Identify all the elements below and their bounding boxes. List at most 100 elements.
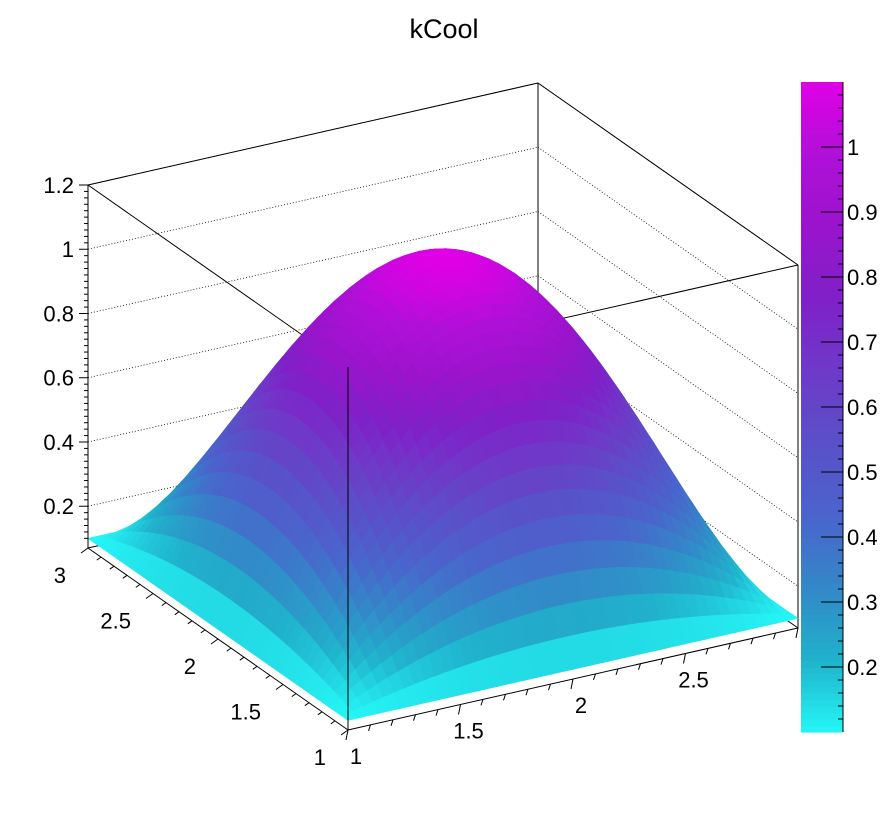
colorbar-segment [801, 160, 843, 168]
colorbar-segment [801, 225, 843, 233]
colorbar-segment [801, 303, 843, 311]
x-tick [345, 729, 349, 741]
y-tick-label: 3 [54, 563, 66, 588]
colorbar-segment [801, 95, 843, 103]
x-tick [683, 653, 686, 664]
colorbar-segment [801, 524, 843, 532]
colorbar-segment [801, 179, 843, 187]
colorbar-segment [801, 647, 843, 655]
x-tick-label: 2.5 [678, 668, 709, 693]
y-tick [226, 647, 232, 652]
colorbar-tick-label: 0.2 [847, 655, 878, 680]
x-tick-label: 1.5 [453, 719, 484, 744]
colorbar-segment [801, 101, 843, 109]
colorbar-segment [801, 706, 843, 714]
colorbar-segment [801, 355, 843, 363]
colorbar-tick-label: 1 [847, 135, 859, 160]
colorbar-tick-label: 0.8 [847, 265, 878, 290]
colorbar-segment [801, 290, 843, 298]
gridline [537, 275, 799, 459]
x-tick [548, 683, 551, 691]
colorbar-segment [801, 459, 843, 467]
colorbar-segment [801, 296, 843, 304]
colorbar-tick-label: 0.6 [847, 395, 878, 420]
colorbar-segment [801, 212, 843, 220]
y-tick-label: 2 [184, 654, 196, 679]
x-tick [525, 689, 529, 696]
colorbar-segment [801, 400, 843, 408]
colorbar-segment [801, 498, 843, 506]
y-tick [122, 574, 128, 579]
colorbar-segment [801, 628, 843, 636]
colorbar-segment [801, 680, 843, 688]
y-tick [239, 656, 245, 661]
colorbar-segment [801, 186, 843, 194]
colorbar-segment [801, 108, 843, 116]
y-tick [96, 556, 102, 561]
surface-cell [341, 711, 359, 721]
x-tick [750, 638, 754, 645]
colorbar-segment [801, 491, 843, 499]
y-tick [340, 729, 349, 736]
y-tick [200, 629, 206, 634]
colorbar-segment [801, 257, 843, 265]
colorbar-segment [801, 582, 843, 590]
colorbar-segment [801, 673, 843, 681]
colorbar-segment [801, 361, 843, 369]
x-tick [435, 709, 439, 716]
colorbar-segment [801, 563, 843, 571]
colorbar-segment [801, 264, 843, 272]
colorbar-segment [801, 654, 843, 662]
y-tick [109, 565, 115, 570]
gridline [537, 211, 799, 394]
color-palette-axis: 0.2 0.3 0.4 0.5 0.6 0.7 0.8 0.9 1 [801, 82, 878, 733]
colorbar-tick-label: 0.4 [847, 525, 878, 550]
colorbar-segment [801, 446, 843, 454]
colorbar-segment [801, 140, 843, 148]
colorbar-segment [801, 277, 843, 285]
z-tick-label: 0.6 [43, 366, 74, 391]
colorbar-segment [801, 316, 843, 324]
colorbar-segment [801, 439, 843, 447]
colorbar-segment [801, 244, 843, 252]
gridline [537, 146, 799, 330]
colorbar-segment [801, 725, 843, 733]
colorbar-segment [801, 342, 843, 350]
x-tick [413, 714, 416, 721]
y-tick [145, 593, 154, 599]
colorbar-segment [801, 426, 843, 434]
colorbar-segment [801, 420, 843, 428]
colorbar-segment [801, 485, 843, 493]
y-tick [330, 720, 336, 725]
y-tick [187, 620, 193, 625]
x-tick [480, 699, 484, 706]
colorbar-segment [801, 452, 843, 460]
y-tick [161, 602, 167, 607]
z-tick-label: 1.2 [43, 173, 74, 198]
y-tick [304, 702, 310, 707]
colorbar-segment [801, 329, 843, 337]
colorbar-segment [801, 218, 843, 226]
colorbar-tick-label: 0.7 [847, 330, 878, 355]
colorbar-segment [801, 543, 843, 551]
colorbar-segment [801, 251, 843, 259]
colorbar-segment [801, 693, 843, 701]
colorbar-segment [801, 381, 843, 389]
y-tick-label: 1.5 [230, 700, 261, 725]
x-tick [728, 643, 731, 650]
y-tick [291, 693, 297, 698]
colorbar-segment [801, 199, 843, 207]
colorbar-segment [801, 589, 843, 597]
colorbar-segment [801, 166, 843, 174]
colorbar-segment [801, 192, 843, 200]
colorbar-segment [801, 602, 843, 610]
colorbar-segment [801, 615, 843, 623]
colorbar-segment [801, 82, 843, 90]
colorbar-segment [801, 368, 843, 376]
colorbar-segment [801, 348, 843, 356]
x-tick [773, 632, 776, 640]
colorbar-segment [801, 504, 843, 512]
colorbar-segment [801, 270, 843, 278]
x-tick [615, 668, 619, 675]
colorbar-segment [801, 472, 843, 480]
